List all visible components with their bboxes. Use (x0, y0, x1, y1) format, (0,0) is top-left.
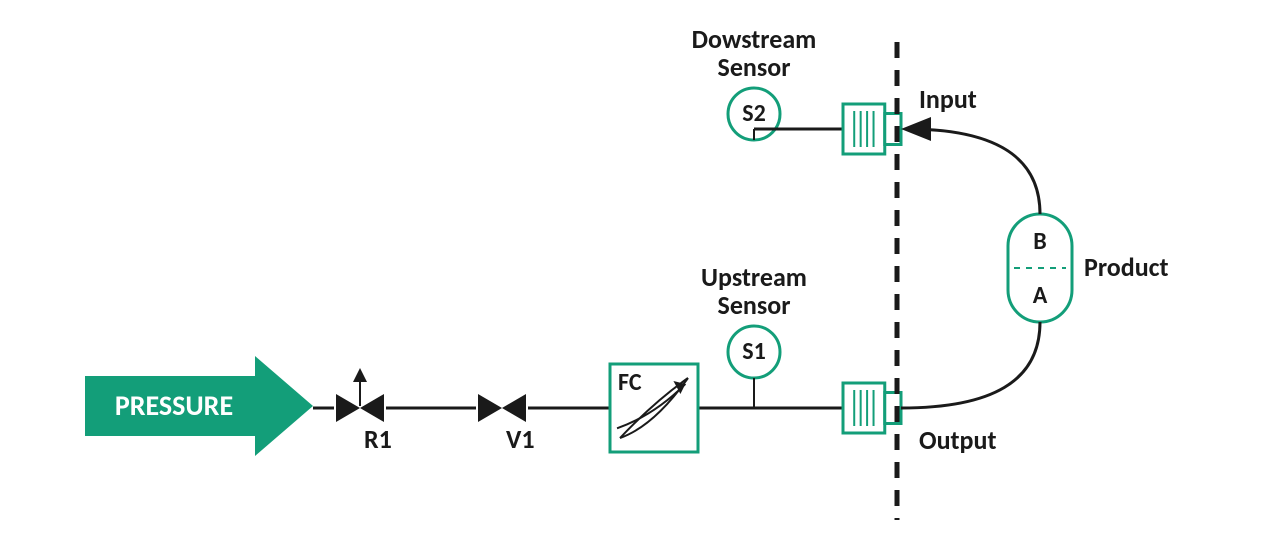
sensor-s2-circle-label: S2 (742, 99, 766, 128)
valve-r1-label: R1 (364, 423, 392, 455)
input-connector (843, 104, 901, 154)
flow-diagram: PRESSURE R1 V1 FC S1 UpstreamSensor S2 D… (0, 0, 1281, 556)
output-connector (843, 383, 901, 433)
product-bottom-letter: A (1033, 281, 1048, 310)
curve-output-to-product (901, 322, 1040, 408)
valve-r1 (334, 368, 386, 424)
product-label: Product (1084, 251, 1169, 283)
sensor-s1-circle-label: S1 (742, 337, 766, 366)
valve-v1-label: V1 (506, 423, 535, 455)
pressure-label: PRESSURE (115, 388, 233, 423)
sensor-s2-title: DowstreamSensor (692, 23, 817, 83)
sensor-s1-title: UpstreamSensor (701, 261, 807, 321)
curve-product-to-input (907, 129, 1040, 214)
product-top-letter: B (1033, 227, 1046, 256)
input-connector-label: Input (919, 83, 977, 115)
flow-controller-label: FC (618, 368, 642, 397)
output-connector-label: Output (919, 424, 996, 456)
pressure-arrow: PRESSURE (85, 356, 313, 456)
valve-v1 (476, 392, 528, 424)
